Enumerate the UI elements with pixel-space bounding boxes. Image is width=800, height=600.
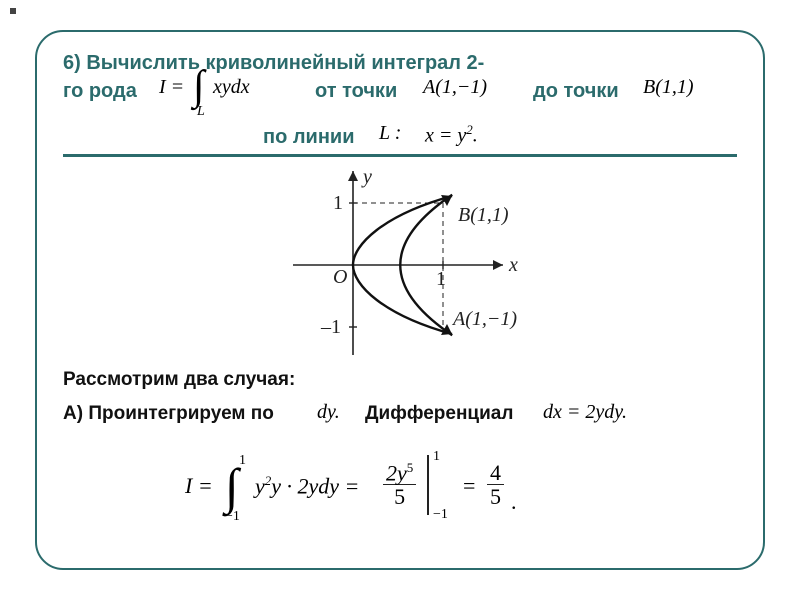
frac-2: 4 5: [487, 461, 504, 508]
heading-line1: 6) Вычислить криволинейный интеграл 2-: [63, 50, 743, 77]
heading-prefix: 6) Вычислить криволинейный интеграл 2-: [63, 52, 484, 74]
final-dot: .: [511, 489, 517, 515]
integral-sign-2: ∫ 1 −1: [225, 457, 239, 515]
consider-label: Рассмотрим два случая:: [63, 369, 737, 391]
origin-label: O: [333, 266, 347, 288]
int2-upper: 1: [239, 453, 246, 469]
sol-I-eq: I =: [185, 473, 213, 499]
sol-rest: y · 2ydy =: [271, 473, 359, 498]
dx-eq: dx = 2ydy.: [543, 401, 627, 424]
L-colon: L :: [379, 122, 401, 145]
line-eq-main: x = y: [425, 125, 466, 147]
point-B-top: B(1,1): [643, 76, 694, 99]
heading-row-2: по линии L : x = y2.: [63, 110, 737, 150]
frac2-bot: 5: [487, 485, 504, 508]
case-a-label: А) Проинтегрируем по: [63, 403, 274, 425]
dy-label: dy.: [317, 401, 340, 424]
frac1-top-sup: 5: [407, 460, 414, 475]
cases-block: Рассмотрим два случая: А) Проинтегрируем…: [63, 369, 737, 431]
frac2-top: 4: [487, 461, 504, 485]
content-card: 6) Вычислить криволинейный интеграл 2- г…: [35, 30, 765, 570]
to-label: до точки: [533, 78, 619, 105]
sol-integrand: y2y · 2ydy =: [255, 473, 359, 499]
integrand-1: xydx: [213, 76, 250, 99]
frac1-top-a: 2y: [386, 460, 407, 485]
case-a-row: А) Проинтегрируем по dy. Дифференциал dx…: [63, 401, 737, 431]
eval-upper: 1: [433, 449, 440, 465]
I-eq-text: I =: [159, 76, 184, 98]
y-axis-label: y: [361, 166, 372, 188]
heading-row: 6) Вычислить криволинейный интеграл 2- г…: [63, 50, 737, 110]
eq-2: =: [463, 473, 475, 499]
heading-line2a: го рода: [63, 78, 137, 105]
slide-bullet: [10, 8, 16, 14]
integral-sign-1: ∫ L: [193, 62, 205, 110]
differential-label: Дифференциал: [365, 403, 513, 425]
x-tick-1: 1: [436, 268, 446, 290]
eval-bar: [427, 455, 429, 515]
diagram-svg: y x O 1 –1 1 B(1,1) A(1,−1): [63, 165, 743, 365]
parabola-diagram: y x O 1 –1 1 B(1,1) A(1,−1): [63, 165, 737, 365]
I-eq-label: I =: [159, 76, 184, 99]
frac-1: 2y5 5: [383, 461, 416, 509]
line-eq-dot: .: [473, 125, 478, 147]
solution-row: I = ∫ 1 −1 y2y · 2ydy = 2y5 5 1 −1 = 4 5…: [63, 441, 737, 531]
from-label: от точки: [315, 78, 397, 105]
y-tick-m1: –1: [320, 316, 341, 338]
along-label: по линии: [263, 124, 355, 151]
y-tick-1: 1: [333, 192, 343, 214]
line-eq: x = y2.: [425, 122, 478, 148]
x-axis-label: x: [508, 254, 518, 276]
point-A-top: A(1,−1): [423, 76, 487, 99]
frac1-bot: 5: [383, 485, 416, 508]
eval-lower: −1: [433, 507, 448, 523]
divider: [63, 154, 737, 157]
int2-lower: −1: [225, 509, 240, 525]
diagram-A: A(1,−1): [451, 308, 517, 330]
diagram-B: B(1,1): [458, 204, 509, 226]
sol-y1: y: [255, 473, 265, 498]
